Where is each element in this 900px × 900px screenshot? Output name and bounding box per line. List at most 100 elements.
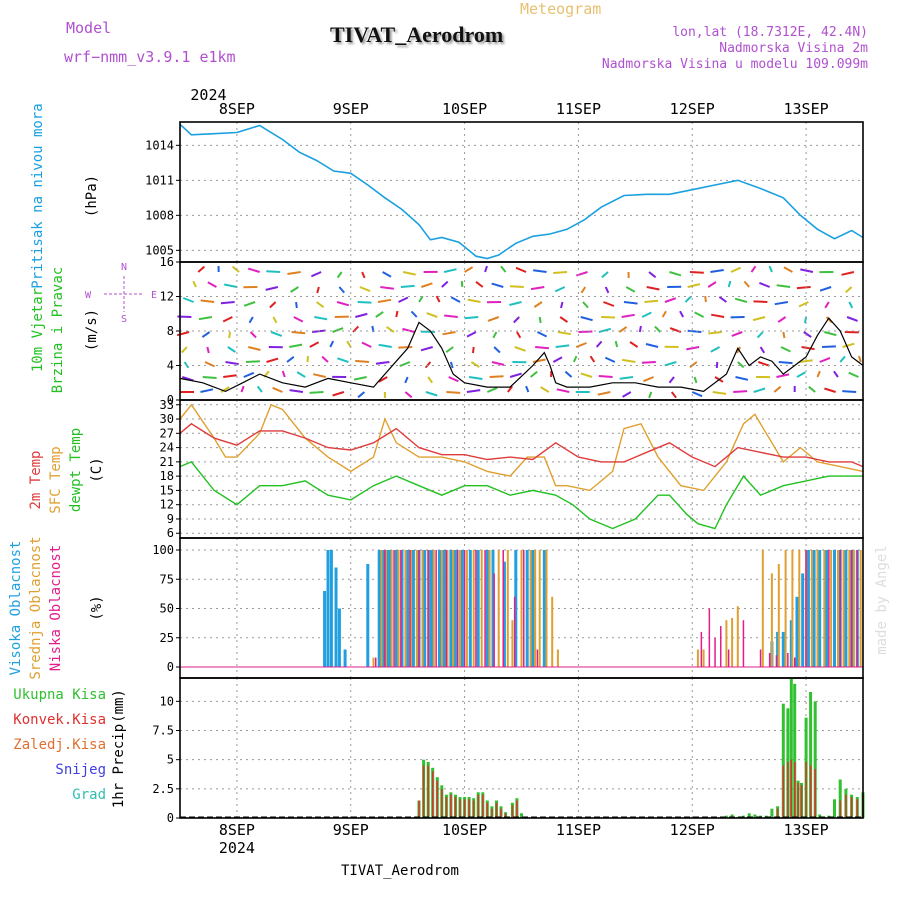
wind-arrow: [293, 316, 304, 323]
temp-axis-label-dewpt: dewpt Temp: [68, 428, 84, 512]
mid-cloud-bar: [459, 550, 461, 667]
wind-arrow: [202, 376, 217, 379]
wind-arrow: [710, 269, 724, 273]
wind-arrow: [582, 301, 589, 309]
wind-arrow: [206, 346, 210, 354]
wind-arrow: [248, 316, 254, 324]
total-precip-bar: [789, 678, 793, 818]
conv-precip-bar: [850, 797, 853, 818]
year-label-bottom: 2024: [219, 839, 255, 857]
cloud-ytick-label: 0: [167, 660, 174, 674]
low-cloud-bar: [794, 657, 796, 667]
wind-arrow: [424, 361, 432, 369]
mid-cloud-bar: [725, 620, 728, 667]
high-cloud-bar: [454, 550, 457, 667]
cloud-ytick-label: 100: [152, 543, 174, 557]
wind-arrow: [750, 265, 757, 273]
wind-arrow: [708, 331, 722, 335]
conv-precip-bar: [445, 797, 448, 818]
mid-cloud-bar: [440, 550, 443, 667]
wind-arrow: [346, 340, 352, 348]
wind-arrow: [533, 301, 543, 308]
total-precip-bar: [520, 813, 523, 818]
high-cloud-bar: [776, 631, 780, 667]
wind-arrow: [553, 271, 568, 274]
high-cloud-bar: [476, 550, 480, 667]
high-cloud-bar: [795, 596, 799, 667]
wind-arrow: [841, 271, 855, 276]
low-cloud-bar: [513, 596, 516, 667]
wind-arrow: [182, 297, 195, 303]
footer-title: TIVAT_Aerodrom: [341, 863, 459, 879]
wind-arrow: [825, 316, 833, 324]
wind-arrow: [272, 316, 278, 324]
wind-arrow: [306, 355, 309, 363]
conv-precip-bar: [422, 765, 425, 818]
mid-cloud-bar: [830, 550, 833, 667]
wind-arrow: [313, 373, 326, 378]
total-precip-bar: [813, 701, 817, 818]
wind-arrow: [595, 340, 603, 348]
conv-precip-bar: [459, 799, 461, 818]
pressure-axis-label: Pritisak na nivou mora: [30, 103, 46, 288]
temp-ytick-label: 12: [160, 498, 174, 512]
high-cloud-bar: [438, 550, 441, 667]
wind-arrow: [540, 386, 550, 393]
wind-arrow: [778, 361, 793, 365]
mid-cloud-bar: [538, 550, 541, 667]
wind-ytick-label: 16: [160, 255, 174, 269]
wind-arrow: [228, 331, 232, 339]
wind-arrow: [756, 331, 764, 339]
wind-arrow: [800, 268, 814, 273]
wind-arrow: [475, 281, 484, 288]
high-cloud-bar: [337, 608, 341, 667]
low-cloud-bar: [700, 631, 703, 667]
mid-cloud-bar: [842, 550, 845, 667]
t2m-line: [179, 422, 864, 468]
wind-arrow: [668, 376, 675, 384]
high-cloud-bar: [542, 550, 546, 667]
wind-arrow: [589, 355, 596, 363]
wind-arrow: [247, 267, 260, 273]
wind-arrow: [621, 313, 635, 318]
wind-arrow: [707, 281, 717, 288]
watermark: made by Angel: [874, 545, 890, 655]
wind-arrow: [441, 280, 449, 288]
wind-arrow: [380, 286, 394, 290]
wind-arrow: [460, 280, 464, 288]
cloud-axis-label-low: Niska Oblacnost: [48, 545, 64, 671]
wind-arrow: [332, 391, 345, 397]
total-precip-bar: [809, 692, 813, 818]
wind-arrow: [601, 316, 616, 319]
wind-arrow: [357, 391, 366, 399]
mid-cloud-bar: [702, 649, 705, 668]
high-cloud-bar: [514, 550, 518, 667]
wind-arrow: [669, 271, 682, 277]
wind-arrow: [654, 325, 662, 333]
total-precip-bar: [781, 703, 785, 818]
cloud-ytick-label: 75: [160, 572, 174, 586]
wind-arrow: [243, 371, 255, 378]
high-cloud-bar: [366, 564, 370, 667]
wind-arrow: [444, 314, 458, 318]
low-cloud-bar: [484, 550, 486, 667]
mid-cloud-bar: [511, 620, 514, 667]
wind-arrow: [395, 310, 399, 318]
high-cloud-bar: [812, 550, 816, 667]
wind-axis-label-2: Brzina i Pravac: [50, 267, 66, 393]
mid-cloud-bar: [784, 550, 787, 667]
high-cloud-bar: [406, 550, 410, 667]
compass-east: E: [151, 290, 157, 301]
temp-unit-label: (C): [89, 457, 105, 482]
wind-arrow: [270, 331, 283, 337]
conv-precip-bar: [856, 799, 859, 818]
wind-arrow: [435, 295, 441, 303]
conv-precip-bar: [477, 794, 479, 818]
mid-cloud-bar: [497, 550, 500, 667]
conv-precip-bar: [468, 799, 470, 818]
low-cloud-bar: [375, 657, 377, 667]
low-cloud-bar: [445, 550, 448, 667]
wind-arrow: [737, 361, 745, 369]
wind-arrow: [774, 301, 789, 306]
wind-arrow: [618, 326, 628, 333]
